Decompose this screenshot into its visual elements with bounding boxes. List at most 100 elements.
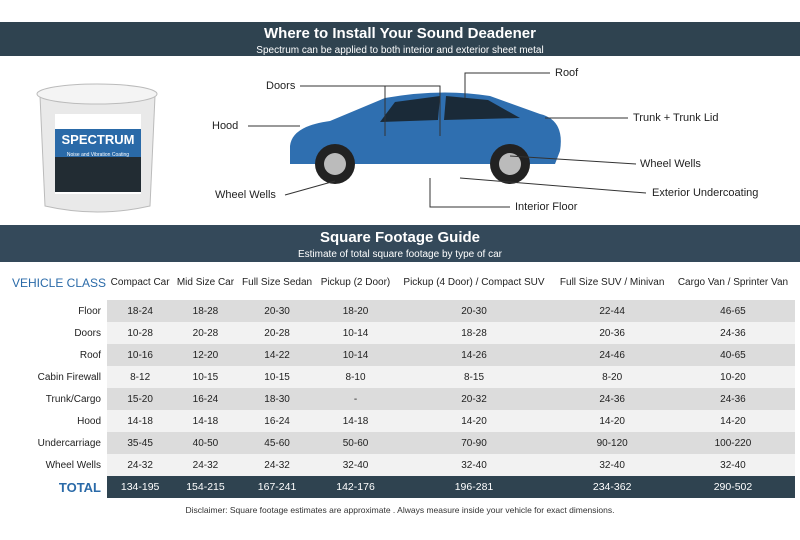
table-cell: 20-28 bbox=[173, 322, 238, 344]
table-cell: 15-20 bbox=[107, 388, 174, 410]
row-label: Floor bbox=[0, 300, 107, 322]
table-cell: 35-45 bbox=[107, 432, 174, 454]
table-cell: 8-20 bbox=[553, 366, 671, 388]
column-header: Compact Car bbox=[110, 276, 170, 288]
table-cell: 10-28 bbox=[107, 322, 174, 344]
table-cell: 24-36 bbox=[670, 388, 795, 410]
table-cell: 10-20 bbox=[670, 366, 795, 388]
table-cell: 24-46 bbox=[553, 344, 671, 366]
guide-subtitle: Estimate of total square footage by type… bbox=[297, 249, 502, 260]
callout-exterior-undercoating: Exterior Undercoating bbox=[652, 187, 759, 199]
table-cell: 290-502 bbox=[670, 476, 795, 498]
table-cell: 14-18 bbox=[107, 410, 174, 432]
row-label: TOTAL bbox=[0, 476, 107, 498]
table-row: Wheel Wells 24-32 24-32 24-32 32-40 32-40 32-4… bbox=[0, 454, 795, 476]
product-bucket-image: SPECTRUM Noise and Vibration Coating bbox=[36, 83, 158, 213]
table-cell: 14-18 bbox=[173, 410, 238, 432]
table-cell: 18-28 bbox=[173, 300, 238, 322]
table-cell: 10-15 bbox=[237, 366, 317, 388]
table-cell: 24-32 bbox=[173, 454, 238, 476]
table-cell: 10-14 bbox=[316, 322, 395, 344]
row-label: Undercarriage bbox=[0, 432, 107, 454]
callout-wheel-wells-front: Wheel Wells bbox=[215, 189, 276, 201]
car-illustration bbox=[290, 92, 561, 184]
table-cell: 46-65 bbox=[670, 300, 795, 322]
table-cell: 16-24 bbox=[173, 388, 238, 410]
table-cell: 32-40 bbox=[316, 454, 395, 476]
table-cell: 14-18 bbox=[316, 410, 395, 432]
table-cell: 16-24 bbox=[237, 410, 317, 432]
table-cell: 20-30 bbox=[394, 300, 554, 322]
table-cell: 196-281 bbox=[394, 476, 554, 498]
table-cell: - bbox=[316, 388, 395, 410]
table-cell: 14-20 bbox=[553, 410, 671, 432]
top-banner: Where to Install Your Sound Deadener Spe… bbox=[0, 22, 800, 56]
table-cell: 14-26 bbox=[394, 344, 554, 366]
table-row: Hood 14-18 14-18 16-24 14-18 14-20 14-20 14-20 bbox=[0, 410, 795, 432]
table-cell: 10-16 bbox=[107, 344, 174, 366]
table-cell: 100-220 bbox=[670, 432, 795, 454]
table-row: Floor 18-24 18-28 20-30 18-20 20-30 22-44 46-65 bbox=[0, 300, 795, 322]
product-brand: SPECTRUM bbox=[62, 132, 135, 147]
table-cell: 24-36 bbox=[553, 388, 671, 410]
banner-title: Where to Install Your Sound Deadener bbox=[264, 25, 536, 42]
row-label: Trunk/Cargo bbox=[0, 388, 107, 410]
table-cell: 234-362 bbox=[553, 476, 671, 498]
table-cell: 32-40 bbox=[670, 454, 795, 476]
table-cell: 8-10 bbox=[316, 366, 395, 388]
install-diagram: SPECTRUM Noise and Vibration Coating bbox=[36, 72, 647, 213]
table-cell: 20-28 bbox=[237, 322, 317, 344]
vehicle-class-header: VEHICLE CLASS bbox=[12, 275, 107, 290]
table-cell: 40-50 bbox=[173, 432, 238, 454]
callout-roof: Roof bbox=[555, 67, 579, 79]
row-label: Cabin Firewall bbox=[0, 366, 107, 388]
table-cell: 14-20 bbox=[670, 410, 795, 432]
table-cell: 50-60 bbox=[316, 432, 395, 454]
table-cell: 20-36 bbox=[553, 322, 671, 344]
product-tagline: Noise and Vibration Coating bbox=[67, 152, 129, 158]
table-row: Roof 10-16 12-20 14-22 10-14 14-26 24-46 40-65 bbox=[0, 344, 795, 366]
table-cell: 18-28 bbox=[394, 322, 554, 344]
table-cell: 167-241 bbox=[237, 476, 317, 498]
callout-doors: Doors bbox=[266, 80, 296, 92]
table-cell: 154-215 bbox=[173, 476, 238, 498]
table-cell: 24-32 bbox=[107, 454, 174, 476]
table-cell: 24-32 bbox=[237, 454, 317, 476]
banner-subtitle: Spectrum can be applied to both interior… bbox=[256, 45, 544, 56]
column-header: Pickup (2 Door) bbox=[320, 276, 391, 288]
table-cell: 10-15 bbox=[173, 366, 238, 388]
table-cell: 32-40 bbox=[394, 454, 554, 476]
table-cell: 14-22 bbox=[237, 344, 317, 366]
callout-lines bbox=[248, 72, 647, 208]
table-cell: 12-20 bbox=[173, 344, 238, 366]
table-cell: 20-32 bbox=[394, 388, 554, 410]
table-row: Doors 10-28 20-28 20-28 10-14 18-28 20-36 24-36 bbox=[0, 322, 795, 344]
table-row: Cabin Firewall 8-12 10-15 10-15 8-10 8-15 8-20… bbox=[0, 366, 795, 388]
callout-wheel-wells-rear: Wheel Wells bbox=[640, 158, 701, 170]
table-cell: 40-65 bbox=[670, 344, 795, 366]
table-cell: 90-120 bbox=[553, 432, 671, 454]
table-cell: 18-24 bbox=[107, 300, 174, 322]
table-row: TOTAL 134-195 154-215 167-241 142-176 196-281… bbox=[0, 476, 795, 498]
guide-title: Square Footage Guide bbox=[319, 229, 481, 246]
table-cell: 45-60 bbox=[237, 432, 317, 454]
square-footage-table: VEHICLE CLASS Compact Car Mid Size Car Full… bbox=[0, 265, 795, 498]
row-label: Wheel Wells bbox=[0, 454, 107, 476]
column-header: Full Size SUV / Minivan bbox=[559, 276, 665, 288]
table-cell: 24-36 bbox=[670, 322, 795, 344]
table-cell: 10-14 bbox=[316, 344, 395, 366]
row-label: Hood bbox=[0, 410, 107, 432]
table-cell: 18-30 bbox=[237, 388, 317, 410]
table-cell: 18-20 bbox=[316, 300, 395, 322]
row-label: Doors bbox=[0, 322, 107, 344]
table-cell: 8-15 bbox=[394, 366, 554, 388]
table-cell: 142-176 bbox=[316, 476, 395, 498]
column-header: Cargo Van / Sprinter Van bbox=[677, 276, 789, 288]
callout-trunk: Trunk + Trunk Lid bbox=[633, 112, 719, 124]
table-cell: 70-90 bbox=[394, 432, 554, 454]
table-cell: 134-195 bbox=[107, 476, 174, 498]
callout-interior-floor: Interior Floor bbox=[515, 201, 578, 213]
table-cell: 20-30 bbox=[237, 300, 317, 322]
callout-hood: Hood bbox=[212, 120, 239, 132]
column-header: Full Size Sedan bbox=[242, 276, 313, 288]
